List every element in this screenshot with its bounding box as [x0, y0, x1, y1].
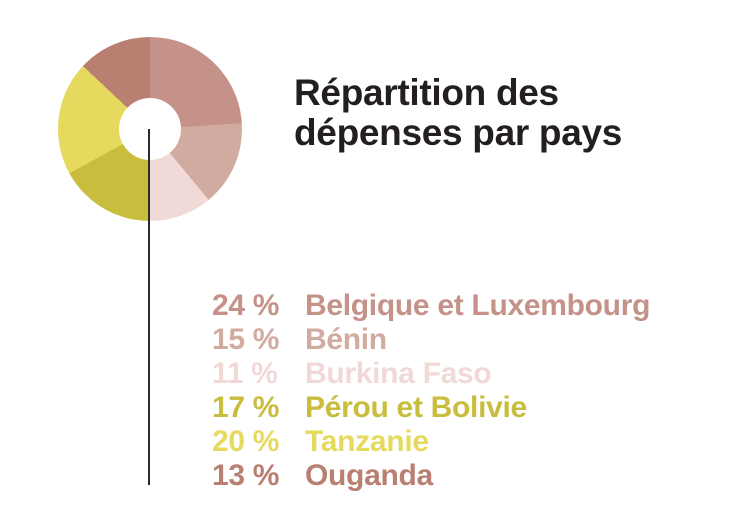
pointer-line: [148, 129, 150, 485]
legend-percent: 24 %: [212, 289, 280, 322]
legend-country: Burkina Faso: [305, 357, 492, 390]
legend-percent: 13 %: [212, 459, 280, 492]
legend-row: 20 % Tanzanie: [212, 425, 650, 459]
legend-percent: 11 %: [212, 357, 278, 390]
legend-row: 24 % Belgique et Luxembourg: [212, 289, 650, 323]
chart-legend: 24 % Belgique et Luxembourg 15 % Bénin 1…: [212, 289, 650, 493]
legend-percent: 17 %: [212, 391, 280, 424]
chart-title: Répartition des dépenses par pays: [294, 73, 622, 153]
chart-title-line2: dépenses par pays: [294, 112, 623, 153]
legend-percent: 20 %: [212, 425, 280, 458]
legend-country: Pérou et Bolivie: [305, 391, 527, 424]
legend-row: 13 % Ouganda: [212, 459, 650, 493]
donut-hole: [119, 98, 181, 160]
legend-country: Tanzanie: [305, 425, 429, 458]
legend-country: Ouganda: [305, 459, 433, 492]
legend-percent: 15 %: [212, 323, 280, 356]
legend-row: 11 % Burkina Faso: [212, 357, 650, 391]
legend-row: 17 % Pérou et Bolivie: [212, 391, 650, 425]
legend-country: Belgique et Luxembourg: [305, 289, 651, 322]
legend-row: 15 % Bénin: [212, 323, 650, 357]
legend-country: Bénin: [305, 323, 387, 356]
chart-title-line1: Répartition des: [294, 72, 559, 113]
